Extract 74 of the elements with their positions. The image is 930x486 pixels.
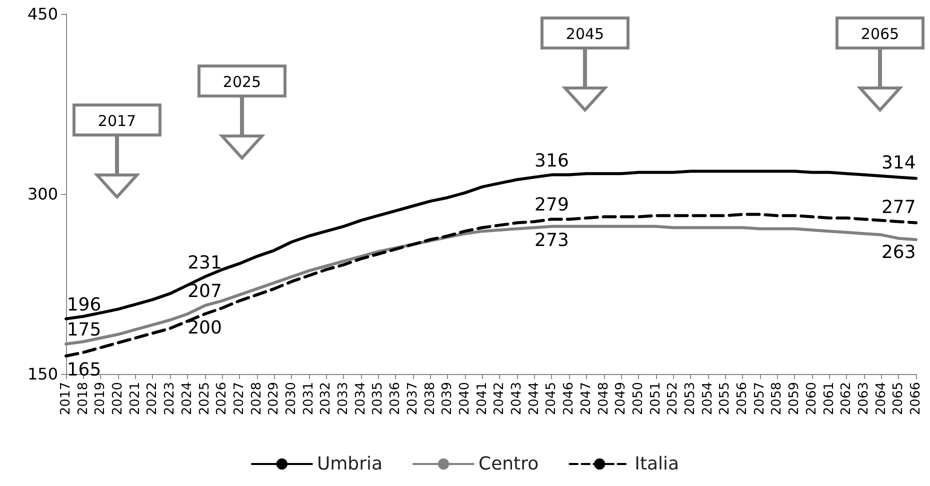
- x-tick-label: 2065: [891, 382, 906, 416]
- x-tick-label: 2055: [718, 382, 733, 416]
- x-tick-label: 2057: [752, 382, 768, 416]
- x-tick-label: 2028: [249, 382, 264, 416]
- legend-label: Centro: [478, 454, 539, 474]
- x-tick-label: 2037: [405, 382, 420, 416]
- y-tick-label: 300: [27, 184, 58, 204]
- x-tick-label: 2047: [578, 382, 594, 416]
- x-tick-label: 2061: [822, 382, 837, 416]
- line-series: [64, 212, 918, 358]
- x-tick-label: 2040: [457, 382, 472, 416]
- x-tick-label: 2053: [682, 382, 698, 416]
- data-label: 200: [188, 318, 222, 338]
- x-tick-label: 2051: [648, 382, 664, 416]
- data-label: 314: [881, 152, 916, 174]
- annotation: 2045: [566, 25, 604, 43]
- x-tick-label: 2045: [544, 382, 560, 416]
- data-label: 273: [534, 230, 569, 251]
- x-tick-label: 2044: [526, 382, 542, 416]
- annotation: 2065: [860, 25, 900, 43]
- x-tick-label: 2059: [787, 382, 802, 416]
- x-tick-label: 2025: [197, 382, 212, 416]
- x-tick-label: 2050: [630, 382, 646, 416]
- x-tick-label: 2033: [336, 382, 352, 416]
- data-label: 279: [534, 194, 569, 216]
- x-tick-label: 2063: [856, 382, 872, 416]
- x-tick-label: 2036: [388, 382, 404, 416]
- x-tick-label: 2060: [804, 382, 820, 416]
- x-tick-label: 2049: [614, 382, 629, 416]
- x-tick-label: 2062: [839, 382, 854, 416]
- legend-label: Italia: [634, 454, 680, 474]
- x-tick-label: 2018: [76, 382, 91, 416]
- data-label: 277: [881, 197, 916, 218]
- x-tick-label: 2046: [562, 382, 577, 416]
- x-tick-label: 2026: [214, 382, 230, 416]
- x-tick-label: 2066: [908, 382, 924, 416]
- x-tick-label: 2052: [666, 382, 681, 416]
- data-label: 196: [66, 294, 102, 316]
- x-tick-label: 2043: [510, 382, 525, 416]
- data-label: 165: [66, 360, 102, 380]
- data-label: 175: [66, 320, 102, 340]
- x-tick-label: 2038: [422, 382, 438, 416]
- x-tick-label: 2064: [874, 382, 889, 416]
- x-tick-label: 2039: [440, 382, 456, 416]
- x-tick-label: 2019: [93, 382, 108, 416]
- x-tick-label: 2020: [110, 382, 126, 416]
- x-tick-label: 2041: [474, 382, 490, 416]
- x-tick-label: 2058: [770, 382, 785, 416]
- x-tick-label: 2032: [318, 382, 334, 416]
- legend-label: Umbria: [316, 454, 383, 474]
- data-label: 231: [188, 252, 222, 274]
- data-label: 263: [881, 242, 916, 263]
- data-label: 316: [534, 150, 569, 172]
- data-label: 207: [188, 281, 222, 302]
- x-tick-label: 2024: [180, 382, 195, 416]
- x-tick-label: 2056: [735, 382, 750, 416]
- annotation: 2025: [222, 73, 262, 91]
- x-tick-label: 2029: [266, 382, 282, 416]
- x-tick-label: 2048: [596, 382, 612, 416]
- x-tick-label: 2042: [492, 382, 508, 416]
- x-tick-label: 2031: [301, 382, 316, 416]
- x-tick-label: 2023: [162, 382, 178, 416]
- y-tick-label: 150: [27, 364, 58, 384]
- y-tick-label: 450: [27, 4, 58, 24]
- x-tick-label: 2017: [58, 382, 74, 416]
- x-tick-label: 2022: [145, 382, 160, 416]
- x-tick-label: 2030: [284, 382, 300, 416]
- x-tick-label: 2027: [232, 382, 247, 416]
- x-tick-label: 2035: [370, 382, 386, 416]
- x-tick-label: 2054: [700, 382, 716, 416]
- annotation: 2017: [98, 112, 136, 130]
- x-tick-label: 2021: [128, 382, 143, 416]
- x-tick-label: 2034: [353, 382, 368, 416]
- line-series: [64, 170, 918, 320]
